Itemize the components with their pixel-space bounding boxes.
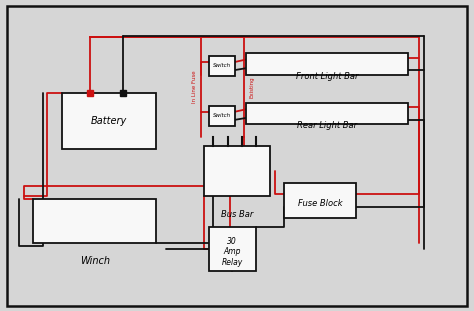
Bar: [209, 56, 235, 76]
Bar: [246, 103, 408, 124]
Text: Switch: Switch: [213, 113, 231, 118]
Bar: [209, 227, 256, 271]
Text: Fuse Block: Fuse Block: [298, 199, 342, 208]
Text: Front Light Bar: Front Light Bar: [296, 72, 358, 81]
Text: 30
Amp
Relay: 30 Amp Relay: [222, 237, 243, 267]
Text: Bus Bar: Bus Bar: [221, 210, 253, 219]
Bar: [33, 199, 156, 243]
Bar: [62, 93, 156, 149]
Bar: [209, 106, 235, 126]
Text: In Line Fuse: In Line Fuse: [192, 71, 197, 103]
Bar: [204, 146, 270, 196]
Text: Rear Light Bar: Rear Light Bar: [297, 122, 357, 130]
Text: Existing: Existing: [250, 76, 255, 98]
Text: Switch: Switch: [213, 63, 231, 68]
Bar: [284, 183, 356, 218]
Text: Battery: Battery: [91, 116, 127, 126]
Text: Winch: Winch: [80, 256, 110, 266]
Bar: [246, 53, 408, 75]
